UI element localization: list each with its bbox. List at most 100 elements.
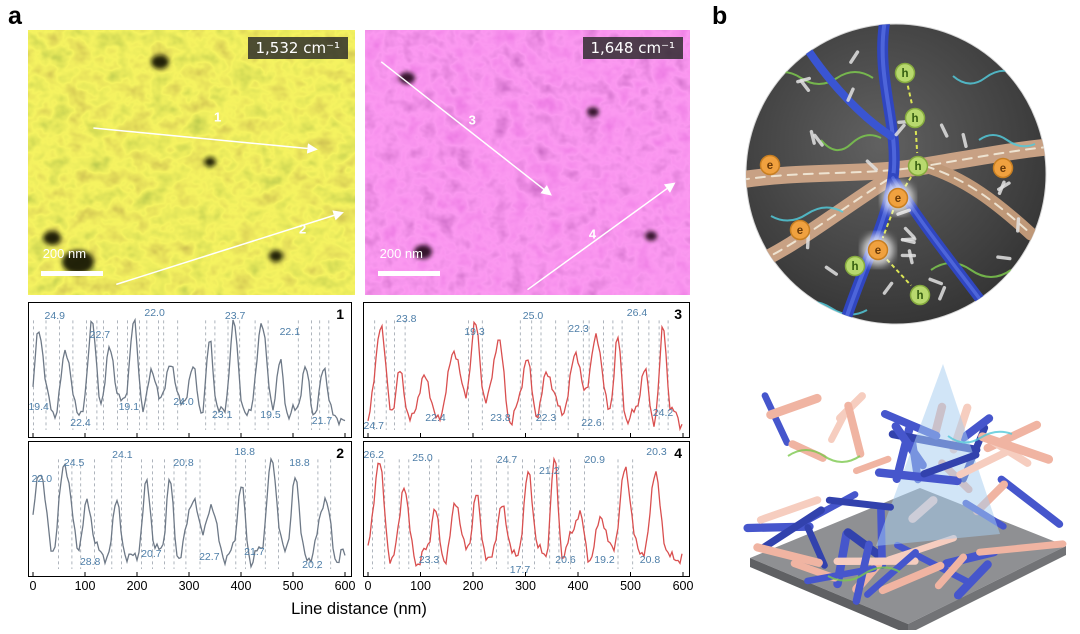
hole-badge: h (907, 155, 929, 177)
peak-spacing-annotation: 22.1 (279, 326, 301, 339)
peak-spacing-annotation: 19.5 (260, 409, 281, 422)
peak-spacing-annotation: 21.2 (539, 465, 560, 478)
wavenumber-label-1532: 1,532 cm⁻¹ (247, 37, 348, 59)
x-tick-label: 100 (74, 579, 96, 593)
charge-transfer-illustration: e e e e e h h h h h (735, 18, 1057, 330)
peak-spacing-annotation: 23.8 (490, 411, 511, 424)
svg-text:h: h (916, 290, 923, 302)
small-molecule-dashes (796, 50, 1021, 301)
network-svg (743, 364, 1067, 630)
arrow-label-2: 2 (299, 221, 307, 237)
x-tick-label: 400 (567, 579, 589, 593)
substrate-edge-left (750, 558, 908, 630)
line-scan-arrows (93, 127, 344, 286)
scale-bar-label: 200 nm (42, 245, 87, 261)
substrate-edge-right (908, 546, 1066, 630)
peak-spacing-annotation: 22.7 (89, 328, 111, 341)
profile-plot-1: 1 24.9 22.0 23.7 22.7 22.1 19.4 22.4 19.1 24.0 23… (28, 302, 352, 438)
x-tick-label: 200 (462, 579, 484, 593)
peak-spacing-annotation: 19.3 (464, 326, 485, 339)
hole-badge: h (904, 107, 926, 129)
peak-spacing-annotation: 22.4 (425, 411, 446, 424)
arrow-label-3: 3 (468, 112, 476, 128)
svg-text:e: e (1000, 163, 1006, 175)
peak-spacing-annotation: 25.0 (522, 310, 544, 323)
peak-spacing-annotation: 20.3 (646, 446, 667, 459)
light-beam (876, 364, 1000, 546)
svg-text:e: e (895, 193, 901, 205)
svg-text:h: h (914, 161, 921, 173)
peak-spacing-annotation: 22.6 (581, 417, 602, 430)
line-scan-arrows (380, 61, 676, 291)
hole-badge: h (909, 284, 931, 306)
peak-spacing-annotation: 22.7 (199, 550, 220, 563)
peak-spacing-annotation: 23.3 (418, 553, 440, 566)
peak-spacing-annotation: 26.2 (363, 449, 384, 462)
peak-spacing-annotation: 21.7 (244, 545, 265, 558)
peak-spacing-annotation: 24.2 (652, 406, 674, 419)
peak-spacing-annotation: 20.2 (302, 558, 323, 571)
peak-spacing-annotation: 19.4 (28, 401, 49, 414)
peak-spacing-annotation: 24.5 (63, 457, 85, 470)
dark-domains (399, 72, 657, 259)
profile-trace-4 (367, 456, 684, 576)
plot-number-4: 4 (674, 445, 682, 461)
svg-text:e: e (767, 160, 773, 172)
peak-spacing-annotation: 22.0 (31, 473, 53, 486)
electron-badge: e (759, 154, 781, 176)
peak-spacing-annotation: 18.8 (289, 457, 310, 470)
peak-spacing-annotation: 20.8 (639, 553, 661, 566)
peak-spacing-annotation: 20.6 (555, 553, 576, 566)
peak-spacing-annotation: 22.3 (568, 323, 589, 336)
x-tick-label: 100 (410, 579, 431, 593)
charge-badges: e e e e e h h h h h (759, 62, 1014, 306)
peak-spacing-annotation: 19.1 (118, 401, 140, 414)
x-tick-label: 300 (178, 579, 200, 593)
peak-spacing-annotation: 21.7 (311, 414, 333, 427)
peak-spacing-annotation: 24.1 (112, 449, 133, 462)
scan-arrow-2 (116, 210, 344, 286)
x-tick-label: 0 (29, 579, 37, 593)
x-tick-label: 500 (282, 579, 304, 593)
afm-image-1532: 1 2 1,532 cm⁻¹ 200 nm (28, 30, 355, 295)
peak-spacing-annotation: 24.7 (496, 454, 518, 467)
scale-bar-label: 200 nm (379, 245, 423, 261)
plot-number-1: 1 (336, 306, 344, 322)
electron-badge: e (882, 182, 914, 214)
afm-image-1648: 3 4 1,648 cm⁻¹ 200 nm (365, 30, 690, 295)
x-axis-label: Line distance (nm) (291, 600, 427, 618)
profile-trace-1 (32, 317, 346, 437)
polymer-network-3d (738, 336, 1072, 630)
scan-arrow-1 (93, 127, 318, 154)
scan-arrow-3 (380, 61, 552, 196)
peak-spacing-annotation: 23.7 (224, 310, 246, 323)
peak-spacing-annotation: 19.2 (594, 553, 615, 566)
peak-spacing-annotation: 22.0 (144, 307, 165, 320)
line-profile-charts: 1 24.9 22.0 23.7 22.7 22.1 19.4 22.4 19.1 24.0 23… (28, 302, 693, 632)
peak-spacing-annotation: 20.9 (584, 454, 605, 467)
peak-spacing-annotation: 24.7 (363, 419, 384, 432)
peak-spacing-annotation: 17.7 (509, 564, 531, 577)
profile-trace-3 (367, 320, 684, 437)
arrow-label-4: 4 (588, 226, 597, 242)
dark-domains (43, 55, 283, 274)
hole-badge: h (844, 255, 866, 277)
svg-text:h: h (911, 113, 918, 125)
x-tick-label: 600 (672, 579, 694, 593)
peak-spacing-annotation: 24.9 (44, 310, 65, 323)
scan-arrow-4 (527, 182, 676, 291)
peak-spacing-annotation: 22.4 (70, 417, 91, 430)
electron-badge: e (992, 157, 1014, 179)
panel-b-label: b (712, 2, 728, 30)
electron-badge: e (789, 219, 811, 241)
arrow-label-1: 1 (214, 109, 222, 125)
x-tick-label: 600 (334, 579, 356, 593)
charge-circle-svg: e e e e e h h h h h (745, 23, 1047, 325)
electron-badge: e (862, 234, 894, 266)
plot-number-2: 2 (336, 445, 344, 461)
x-tick-label: 500 (620, 579, 641, 593)
afm-texture-yellow (28, 30, 355, 295)
profile-plot-4: 4 26.2 25.0 24.7 21.2 20.9 20.3 23.3 17.7 20.6 19… (363, 441, 693, 593)
peak-spacing-annotation: 28.8 (79, 556, 101, 569)
